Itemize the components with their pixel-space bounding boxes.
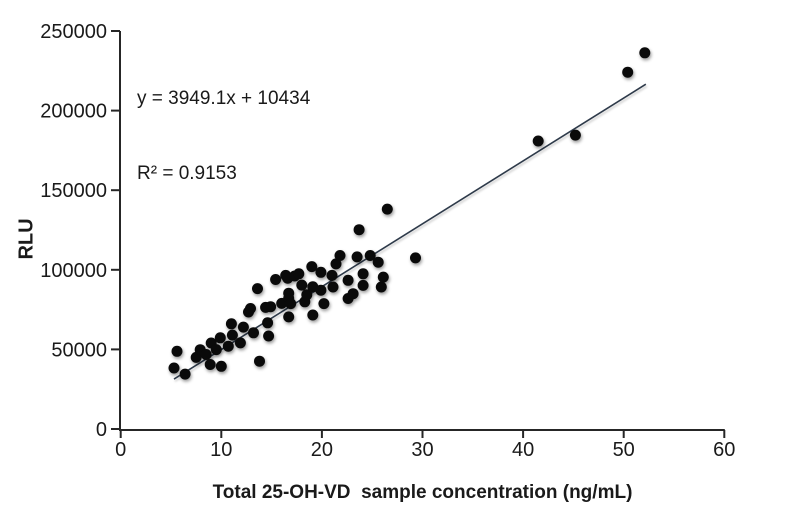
scatter-point (263, 330, 275, 342)
scatter-point (301, 289, 313, 301)
scatter-point (225, 318, 237, 330)
scatter-point (532, 135, 544, 147)
r-squared-line: R² = 0.9153 (137, 163, 237, 185)
scatter-point (569, 129, 581, 141)
scatter-point (353, 224, 365, 236)
scatter-point (377, 271, 389, 283)
scatter-point (237, 321, 249, 333)
scatter-point (357, 268, 369, 280)
y-tick-label: 100000 (40, 260, 107, 282)
scatter-point (293, 268, 305, 280)
scatter-point (381, 203, 393, 215)
scatter-point (252, 283, 263, 295)
x-tick-label: 40 (512, 439, 534, 461)
scatter-point (347, 288, 359, 300)
equation-line: y = 3949.1x + 10434 (137, 88, 311, 110)
scatter-point (283, 311, 295, 323)
y-tick-label: 0 (96, 419, 107, 441)
x-tick-label: 30 (411, 439, 433, 461)
scatter-point (248, 327, 259, 339)
scatter-point (639, 47, 651, 59)
scatter-point (171, 345, 183, 357)
scatter-point (222, 340, 234, 352)
x-tick-label: 10 (210, 439, 232, 461)
x-tick-label: 60 (713, 439, 735, 461)
scatter-point (364, 250, 376, 261)
scatter-point (326, 269, 338, 281)
scatter-point (307, 309, 319, 321)
y-tick-label: 50000 (51, 339, 107, 361)
scatter-point (245, 303, 256, 314)
scatter-point (200, 349, 212, 360)
scatter-point (330, 258, 342, 270)
scatter-point (168, 362, 180, 374)
x-tick-label: 50 (613, 439, 635, 461)
scatter-point (342, 274, 354, 286)
scatter-point (179, 368, 191, 380)
tick-labels: 0 50000 100000 150000 200000 250000 0 10 20 30 40 5… (40, 21, 735, 461)
scatter-points (168, 47, 651, 380)
scatter-point (234, 337, 246, 349)
y-tick-label: 250000 (40, 21, 107, 43)
scatter-point (372, 256, 384, 268)
scatter-point (262, 317, 274, 329)
scatter-point (351, 251, 363, 263)
scatter-point (306, 261, 318, 273)
scatter-point (270, 274, 282, 285)
scatter-point (254, 355, 265, 367)
y-axis-title: RLU (15, 218, 38, 260)
trendline-equation: y = 3949.1x + 10434 R² = 0.9153 (137, 36, 310, 237)
axes (111, 30, 726, 438)
scatter-point (204, 359, 216, 370)
scatter-point (327, 281, 339, 293)
scatter-point (315, 266, 327, 278)
scatter-point (214, 332, 226, 344)
scatter-point (357, 279, 369, 291)
scatter-point (215, 360, 227, 372)
scatter-point (318, 298, 330, 310)
scatter-point (622, 66, 634, 78)
y-tick-label: 200000 (40, 101, 107, 123)
scatter-point (296, 279, 308, 291)
scatter-point (265, 301, 277, 313)
scatter-point (334, 250, 346, 261)
x-axis-title: Total 25-OH-VD sample concentration (ng/… (212, 482, 633, 503)
scatter-point (375, 281, 387, 293)
scatter-point (410, 252, 421, 264)
x-tick-label: 0 (115, 439, 126, 461)
scatter-point (210, 344, 222, 356)
y-tick-label: 150000 (40, 180, 107, 202)
scatter-point (315, 284, 327, 296)
x-tick-label: 20 (311, 439, 333, 461)
scatter-point (226, 329, 238, 341)
scatter-point (285, 298, 297, 310)
